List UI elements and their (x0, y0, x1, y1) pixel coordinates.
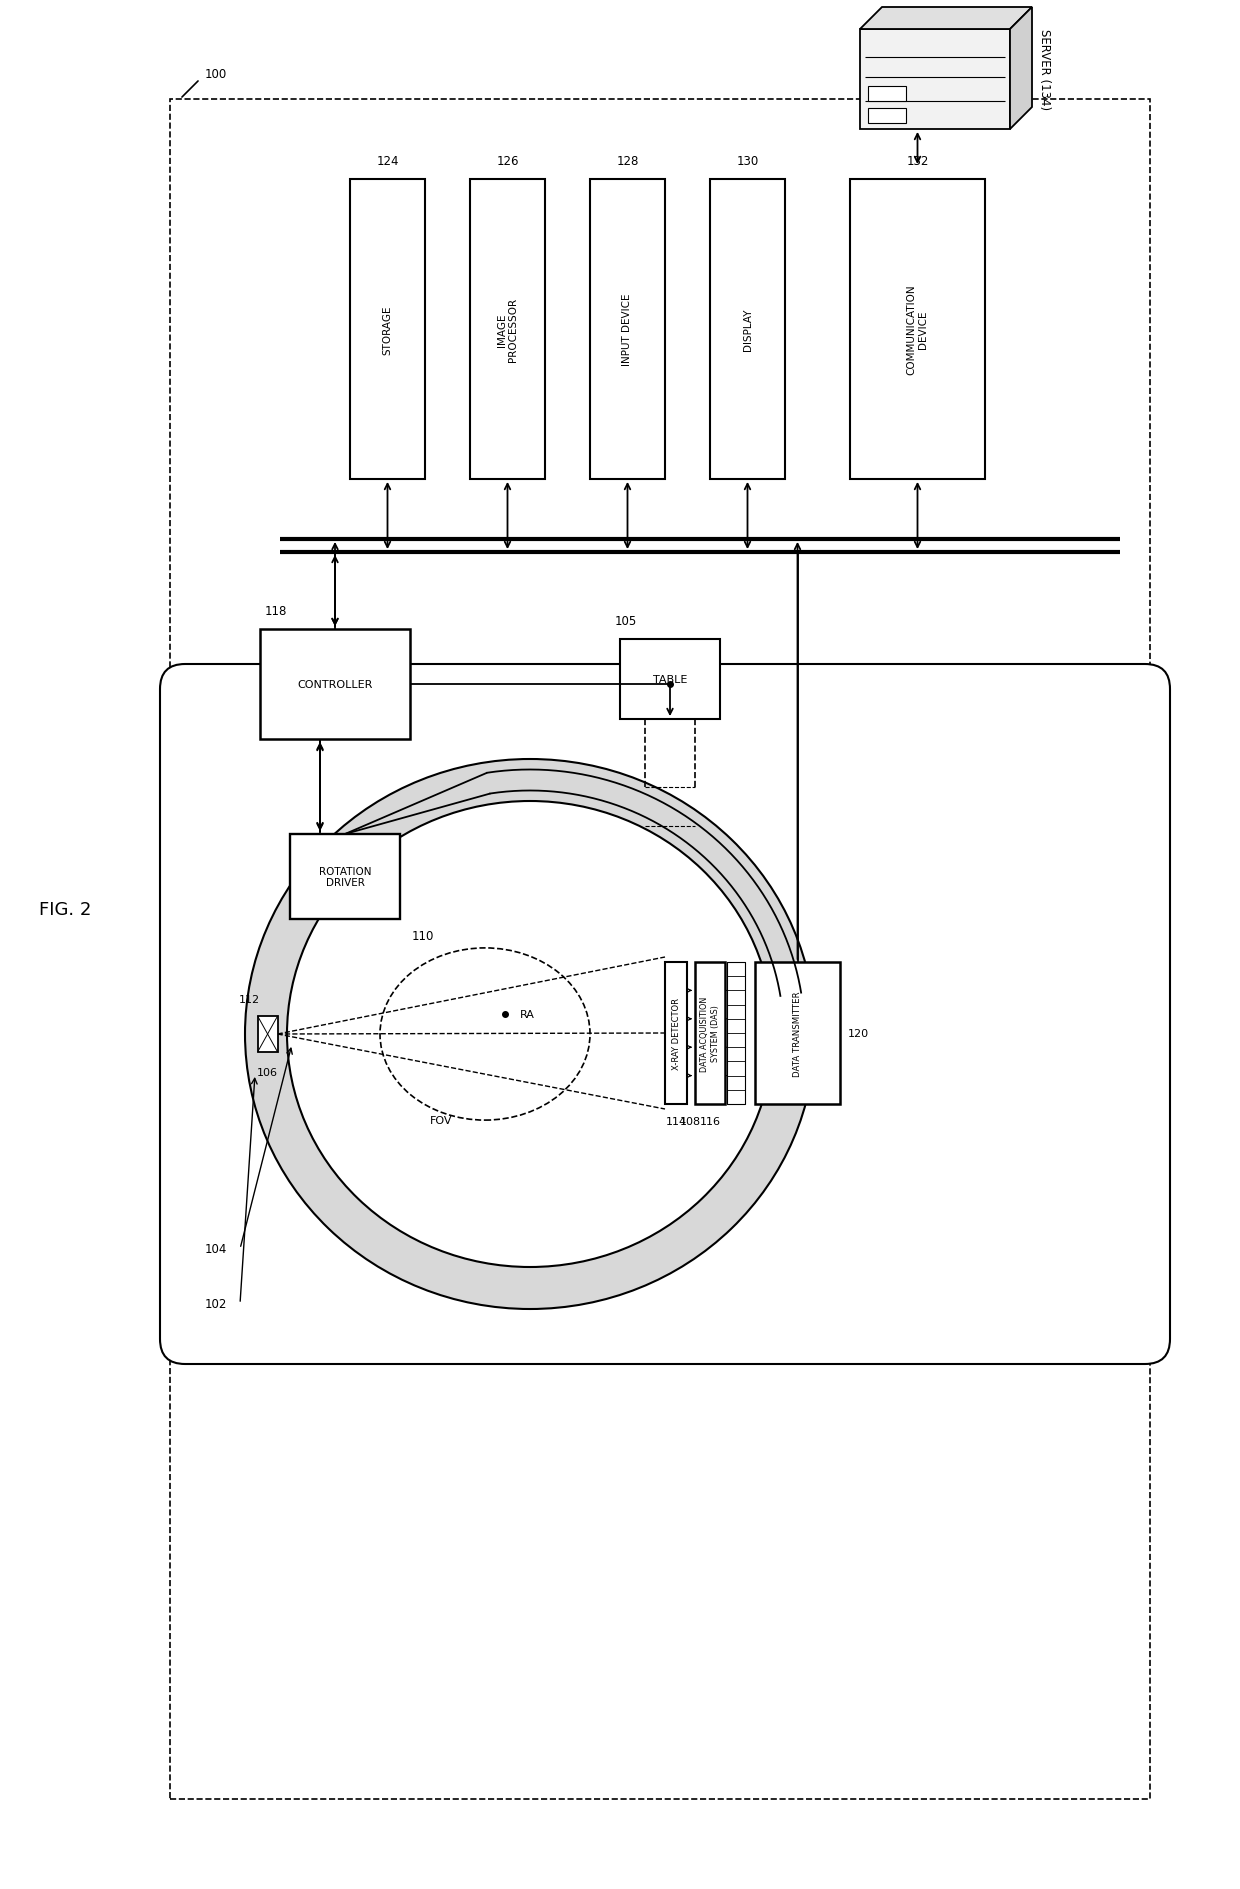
Text: 120: 120 (848, 1028, 869, 1039)
FancyBboxPatch shape (861, 30, 1011, 130)
FancyBboxPatch shape (868, 87, 906, 102)
Text: 124: 124 (376, 155, 399, 168)
FancyBboxPatch shape (665, 963, 687, 1105)
Text: 126: 126 (496, 155, 518, 168)
Text: 130: 130 (737, 155, 759, 168)
FancyBboxPatch shape (350, 179, 425, 480)
FancyBboxPatch shape (160, 665, 1171, 1364)
FancyBboxPatch shape (290, 835, 401, 920)
Text: ROTATION
DRIVER: ROTATION DRIVER (319, 867, 371, 888)
FancyBboxPatch shape (590, 179, 665, 480)
Ellipse shape (286, 801, 773, 1268)
Text: COMMUNICATION
DEVICE: COMMUNICATION DEVICE (906, 285, 929, 376)
Text: X-RAY DETECTOR: X-RAY DETECTOR (672, 997, 681, 1069)
Text: 114: 114 (666, 1116, 687, 1126)
Text: 132: 132 (906, 155, 929, 168)
Text: CONTROLLER: CONTROLLER (298, 680, 373, 689)
Text: IMAGE
PROCESSOR: IMAGE PROCESSOR (497, 298, 518, 363)
FancyBboxPatch shape (260, 629, 410, 740)
Text: 110: 110 (412, 929, 434, 943)
FancyBboxPatch shape (170, 100, 1149, 1798)
Text: DATA TRANSMITTER: DATA TRANSMITTER (794, 990, 802, 1077)
Text: 118: 118 (265, 604, 288, 618)
FancyBboxPatch shape (755, 963, 839, 1105)
FancyBboxPatch shape (711, 179, 785, 480)
Text: STORAGE: STORAGE (382, 306, 393, 355)
FancyBboxPatch shape (849, 179, 985, 480)
Text: 100: 100 (205, 68, 227, 81)
FancyBboxPatch shape (694, 963, 725, 1105)
Text: 102: 102 (205, 1298, 227, 1311)
FancyBboxPatch shape (258, 1016, 278, 1052)
Polygon shape (1011, 8, 1032, 130)
Text: 116: 116 (699, 1116, 720, 1126)
FancyBboxPatch shape (470, 179, 546, 480)
Text: INPUT DEVICE: INPUT DEVICE (622, 293, 632, 366)
Text: 112: 112 (239, 994, 260, 1005)
Polygon shape (861, 8, 1032, 30)
Text: 106: 106 (257, 1067, 278, 1077)
Text: TABLE: TABLE (652, 674, 687, 684)
Text: 128: 128 (616, 155, 639, 168)
Text: SERVER (134): SERVER (134) (1039, 30, 1052, 110)
Text: 104: 104 (205, 1243, 227, 1256)
FancyBboxPatch shape (868, 110, 906, 125)
Text: RA: RA (520, 1009, 534, 1020)
FancyBboxPatch shape (620, 640, 720, 720)
FancyBboxPatch shape (727, 963, 745, 1105)
Text: FOV: FOV (430, 1116, 453, 1126)
Ellipse shape (246, 759, 815, 1309)
Text: DISPLAY: DISPLAY (743, 308, 753, 351)
Text: DATA ACQUISITION
SYSTEM (DAS): DATA ACQUISITION SYSTEM (DAS) (701, 996, 719, 1071)
Text: FIG. 2: FIG. 2 (38, 901, 92, 918)
Text: 105: 105 (615, 614, 637, 627)
Text: 108: 108 (680, 1116, 701, 1126)
